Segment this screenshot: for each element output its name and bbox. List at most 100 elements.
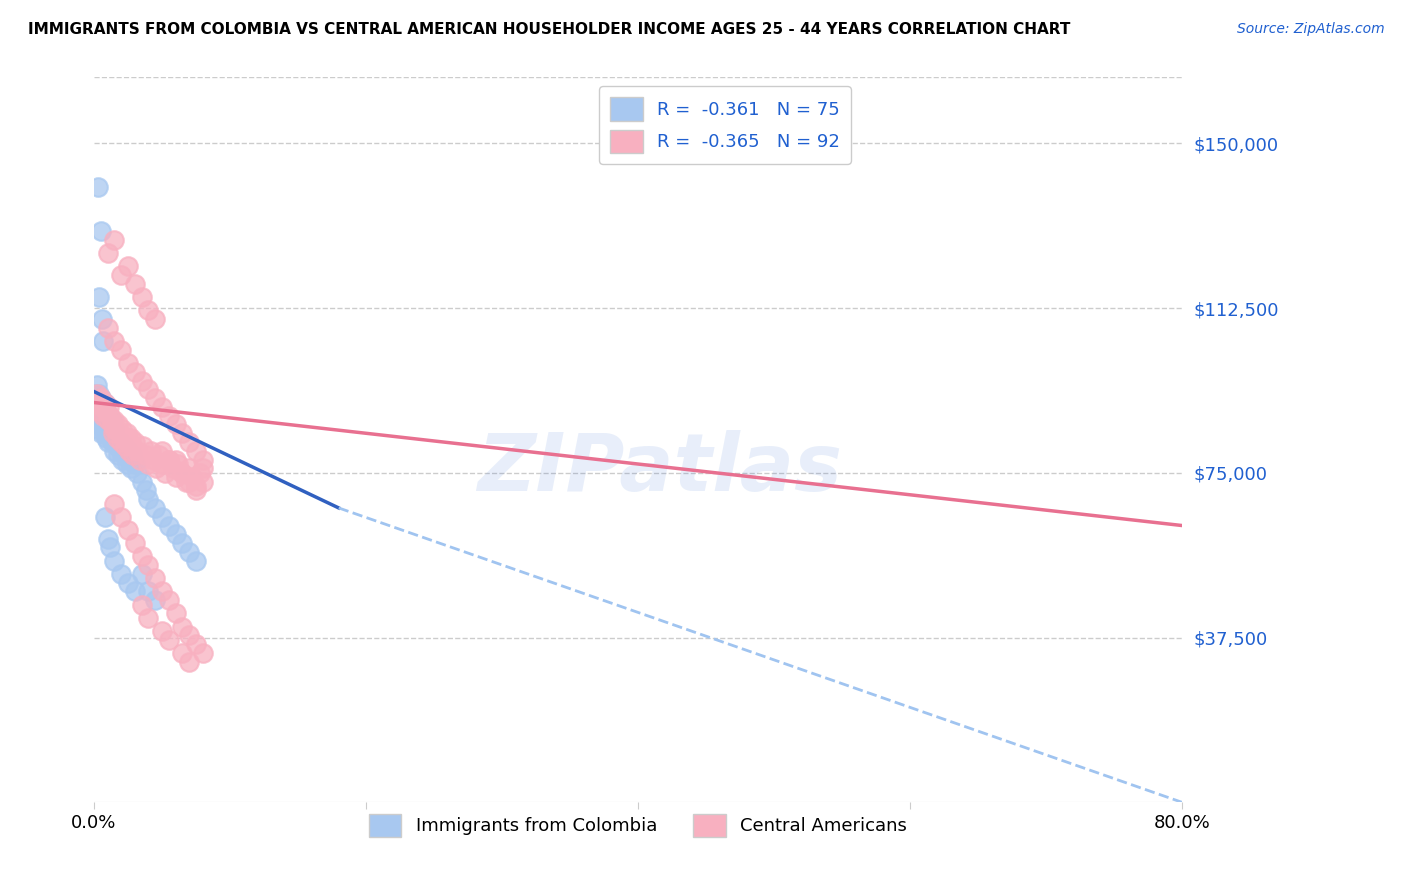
Point <box>117 356 139 370</box>
Point <box>124 277 146 291</box>
Point <box>110 343 132 357</box>
Point <box>143 571 166 585</box>
Point <box>90 426 112 441</box>
Point <box>98 431 121 445</box>
Point <box>135 448 157 462</box>
Point <box>100 417 122 432</box>
Point <box>84 386 107 401</box>
Point <box>110 435 132 450</box>
Point <box>103 422 125 436</box>
Point <box>96 413 118 427</box>
Point <box>93 409 115 423</box>
Point <box>100 413 122 427</box>
Text: Source: ZipAtlas.com: Source: ZipAtlas.com <box>1237 22 1385 37</box>
Point <box>136 457 159 471</box>
Text: ZIPatlas: ZIPatlas <box>477 430 842 508</box>
Point <box>172 466 194 480</box>
Point <box>191 461 214 475</box>
Point <box>101 426 124 441</box>
Point <box>94 509 117 524</box>
Point <box>112 439 135 453</box>
Point <box>172 536 194 550</box>
Point <box>117 523 139 537</box>
Point <box>84 400 107 414</box>
Point <box>157 593 180 607</box>
Point <box>93 334 115 348</box>
Point <box>165 527 187 541</box>
Point <box>184 637 207 651</box>
Point <box>162 461 184 475</box>
Point <box>86 391 108 405</box>
Point <box>117 443 139 458</box>
Point <box>157 452 180 467</box>
Point <box>94 413 117 427</box>
Point <box>98 409 121 423</box>
Point <box>110 566 132 581</box>
Point <box>87 395 110 409</box>
Point <box>120 431 142 445</box>
Point <box>103 554 125 568</box>
Point <box>100 426 122 441</box>
Point <box>172 466 194 480</box>
Point <box>117 435 139 450</box>
Point <box>172 619 194 633</box>
Point <box>115 457 138 471</box>
Point <box>96 404 118 418</box>
Point <box>91 312 114 326</box>
Point <box>118 443 141 458</box>
Point <box>110 509 132 524</box>
Point <box>165 470 187 484</box>
Point <box>179 461 201 475</box>
Point <box>184 443 207 458</box>
Point <box>184 483 207 498</box>
Point <box>103 233 125 247</box>
Point <box>118 452 141 467</box>
Point <box>131 549 153 564</box>
Point <box>87 180 110 194</box>
Point <box>180 470 202 484</box>
Point <box>89 386 111 401</box>
Point <box>89 404 111 418</box>
Point <box>114 439 136 453</box>
Point <box>131 566 153 581</box>
Point <box>127 443 149 458</box>
Point <box>124 536 146 550</box>
Point <box>94 426 117 441</box>
Point <box>150 400 173 414</box>
Point <box>103 443 125 458</box>
Point <box>184 554 207 568</box>
Point <box>107 448 129 462</box>
Point <box>90 224 112 238</box>
Point <box>110 443 132 458</box>
Point <box>89 417 111 432</box>
Point <box>145 461 167 475</box>
Point <box>90 391 112 405</box>
Point <box>120 461 142 475</box>
Point <box>121 439 143 453</box>
Point <box>96 404 118 418</box>
Point <box>124 584 146 599</box>
Point <box>150 457 173 471</box>
Point <box>96 413 118 427</box>
Point <box>165 417 187 432</box>
Point <box>157 452 180 467</box>
Point <box>93 422 115 436</box>
Point <box>191 452 214 467</box>
Point <box>179 475 201 489</box>
Point <box>165 452 187 467</box>
Point <box>117 575 139 590</box>
Point <box>96 435 118 450</box>
Point <box>131 598 153 612</box>
Point <box>103 497 125 511</box>
Point <box>104 422 127 436</box>
Point <box>157 518 180 533</box>
Point <box>104 431 127 445</box>
Point <box>111 452 134 467</box>
Point <box>179 545 201 559</box>
Point <box>129 452 152 467</box>
Point <box>179 655 201 669</box>
Point <box>157 409 180 423</box>
Point <box>127 466 149 480</box>
Point <box>107 417 129 432</box>
Point <box>103 413 125 427</box>
